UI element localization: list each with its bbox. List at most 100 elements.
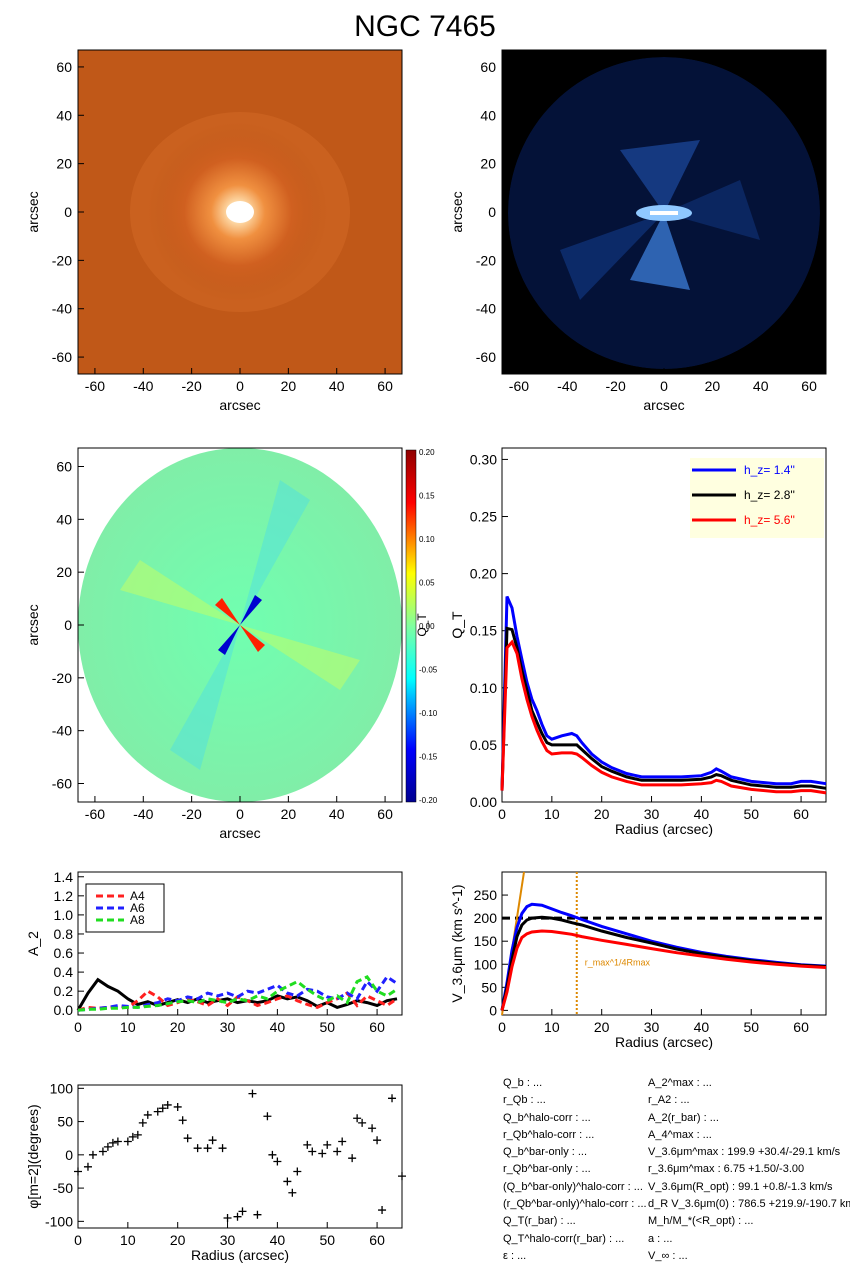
galaxy-nucleus bbox=[226, 201, 254, 223]
fourier_amplitudes-xtick-label: 20 bbox=[170, 1019, 186, 1035]
phase_profile-point bbox=[248, 1089, 257, 1098]
rotation_curve-xtick-label: 10 bbox=[544, 1019, 560, 1035]
image_left-xtick-label: 0 bbox=[236, 378, 244, 394]
figure-title: NGC 7465 bbox=[354, 10, 496, 43]
parameter-line: Q_b^halo-corr : ... bbox=[503, 1111, 591, 1124]
qt_profile-ytick-label: 0.20 bbox=[470, 566, 497, 582]
rotation_curve-ytick-label: 0 bbox=[489, 1002, 497, 1018]
colorbar-tick-label: -0.20 bbox=[419, 796, 438, 805]
image_left-ytick-label: 60 bbox=[56, 59, 72, 75]
qt-map-trough-2 bbox=[218, 625, 240, 655]
qt_profile-series-line bbox=[500, 626, 827, 791]
phase_profile-point bbox=[103, 1142, 112, 1151]
phase_profile-xtick-label: 60 bbox=[369, 1232, 385, 1248]
fourier_amplitudes-series-line bbox=[77, 974, 398, 1012]
phase_profile-point bbox=[273, 1157, 282, 1166]
phase_profile-point bbox=[143, 1110, 152, 1119]
fourier_amplitudes-ytick-label: 0.2 bbox=[54, 983, 74, 999]
parameter-line: a : ... bbox=[648, 1232, 673, 1245]
fourier_amplitudes-ytick-label: 1.0 bbox=[54, 907, 74, 923]
image-right-panel bbox=[501, 49, 827, 375]
phase_profile-point bbox=[163, 1100, 172, 1109]
image_left-ytick-label: 20 bbox=[56, 156, 72, 172]
image-left-panel bbox=[77, 49, 403, 375]
qt-map-pattern-1 bbox=[120, 560, 240, 625]
rotation_curve-ylabel: V_3.6μm (km s^-1) bbox=[449, 884, 465, 1002]
parameter-line: (Q_b^bar-only)^halo-corr : ... bbox=[503, 1180, 643, 1193]
colorbar-tick-label: -0.15 bbox=[419, 753, 438, 762]
parameter-line: ε : ... bbox=[503, 1249, 527, 1262]
phase_profile-point bbox=[98, 1147, 107, 1156]
parameter-line: Q_T(r_bar) : ... bbox=[503, 1215, 576, 1228]
image_left-ytick-label: -20 bbox=[52, 252, 72, 268]
qt_profile-xtick-label: 0 bbox=[498, 806, 506, 822]
qt_profile-ytick-label: 0.25 bbox=[470, 509, 497, 525]
qt_map-ytick-label: -40 bbox=[52, 723, 72, 739]
fourier_amplitudes-ytick-label: 1.2 bbox=[54, 888, 74, 904]
residual-arm-upper bbox=[620, 140, 700, 213]
colorbar-tick-label: -0.10 bbox=[419, 709, 438, 718]
phase_profile-point bbox=[373, 1136, 382, 1145]
phase_profile-point bbox=[308, 1147, 317, 1156]
image_right-ytick-label: 60 bbox=[480, 59, 496, 75]
phase_profile-point bbox=[83, 1162, 92, 1171]
phase_profile-point bbox=[283, 1177, 292, 1186]
qt-map-peak-1 bbox=[215, 598, 240, 625]
qt-colorbar bbox=[405, 449, 417, 803]
fourier_amplitudes-ytick-label: 0.6 bbox=[54, 945, 74, 961]
phase_profile-point bbox=[123, 1137, 132, 1146]
parameter-line: Q_T^halo-corr(r_bar) : ... bbox=[503, 1232, 625, 1245]
qt_map-xtick-label: 60 bbox=[377, 806, 393, 822]
phase_profile-point bbox=[193, 1144, 202, 1153]
phase_profile-xtick-label: 0 bbox=[74, 1232, 82, 1248]
rotation_curve-ytick-label: 250 bbox=[474, 887, 498, 903]
qt-map-panel bbox=[77, 447, 417, 803]
phase_profile-ytick-label: 100 bbox=[50, 1080, 74, 1096]
qt_map-ytick-label: 20 bbox=[56, 564, 72, 580]
qt_profile-xtick-label: 50 bbox=[743, 806, 759, 822]
residual-core bbox=[650, 211, 678, 215]
parameter-table: Q_b : ... r_Qb : ... Q_b^halo-corr : ... r_… bbox=[503, 1075, 850, 1270]
rotation_curve-vline-label: r_max^1/4Rmax bbox=[585, 958, 651, 968]
phase_profile-point bbox=[293, 1167, 302, 1176]
phase_profile-point bbox=[113, 1137, 122, 1146]
image_left-xtick-label: 60 bbox=[377, 378, 393, 394]
qt_map-xtick-label: -40 bbox=[133, 806, 153, 822]
qt_map-ylabel: arcsec bbox=[25, 604, 41, 645]
parameter-column-left: Q_b : ... r_Qb : ... Q_b^halo-corr : ... r_… bbox=[503, 1075, 647, 1265]
image_left-xtick-label: 40 bbox=[329, 378, 345, 394]
fourier_amplitudes-ytick-label: 0.8 bbox=[54, 926, 74, 942]
rotation_curve-ytick-label: 50 bbox=[481, 979, 497, 995]
qt_profile-xtick-label: 40 bbox=[694, 806, 710, 822]
parameter-line: V_3.6μm^max : 199.9 +30.4/-29.1 km/s bbox=[648, 1146, 841, 1159]
parameter-line: V_∞ : ... bbox=[648, 1249, 688, 1262]
qt_profile-ytick-label: 0.10 bbox=[470, 680, 497, 696]
phase_profile-point bbox=[173, 1102, 182, 1111]
qt-legend-label: h_z= 2.8'' bbox=[744, 488, 795, 502]
image_right-xtick-label: -20 bbox=[606, 378, 626, 394]
qt_profile-ytick-label: 0.15 bbox=[470, 623, 497, 639]
qt_profile-frame bbox=[501, 447, 827, 803]
image_right-xtick-label: -60 bbox=[509, 378, 529, 394]
phase_profile-point bbox=[183, 1134, 192, 1143]
phase_profile-point bbox=[338, 1137, 347, 1146]
colorbar-tick-label: 0.20 bbox=[419, 448, 435, 457]
qt_profile-xtick-label: 60 bbox=[793, 806, 809, 822]
qt_map-ytick-label: -60 bbox=[52, 776, 72, 792]
image_left-xtick-label: -60 bbox=[85, 378, 105, 394]
qt_map-xtick-label: 20 bbox=[281, 806, 297, 822]
phase_profile-xtick-label: 10 bbox=[120, 1232, 136, 1248]
rotation_curve-frame bbox=[501, 871, 827, 1016]
qt_profile-series-line bbox=[500, 639, 827, 795]
qt_profile-xtick-label: 30 bbox=[644, 806, 660, 822]
qt_map-xtick-label: -20 bbox=[182, 806, 202, 822]
residual-arm-left bbox=[560, 213, 664, 300]
image_right-xtick-label: 60 bbox=[801, 378, 817, 394]
qt-legend-label: h_z= 1.4'' bbox=[744, 463, 795, 477]
image_left-ytick-label: -60 bbox=[52, 349, 72, 365]
fourier_amplitudes-xtick-label: 40 bbox=[270, 1019, 286, 1035]
phase_profile-point bbox=[378, 1206, 387, 1215]
image_right-ytick-label: -40 bbox=[476, 301, 496, 317]
qt_map-ytick-label: 60 bbox=[56, 458, 72, 474]
